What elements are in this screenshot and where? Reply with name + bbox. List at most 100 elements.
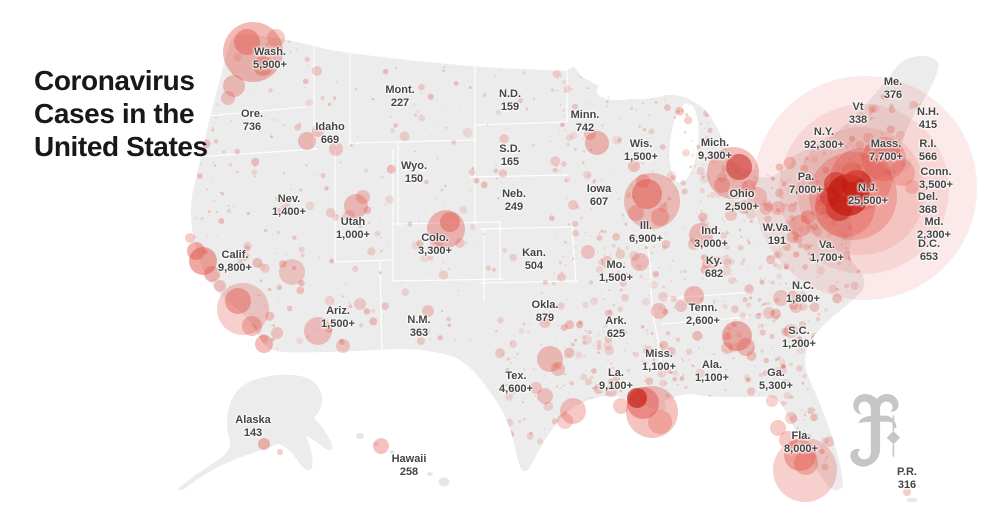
case-dot	[380, 249, 383, 253]
case-dot	[369, 317, 378, 326]
case-dot	[830, 220, 837, 227]
case-dot	[286, 305, 293, 312]
case-dot	[273, 118, 277, 122]
case-dot	[306, 64, 309, 67]
case-dot	[557, 77, 559, 80]
case-dot	[505, 127, 508, 130]
case-dot	[593, 384, 604, 395]
case-dot	[543, 428, 546, 431]
case-dot	[696, 212, 699, 214]
case-dot	[677, 92, 680, 95]
case-dot	[513, 356, 516, 358]
case-dot	[691, 364, 695, 368]
case-dot	[810, 244, 813, 247]
title-line-2: Cases in the	[34, 98, 195, 130]
case-dot	[760, 312, 762, 315]
case-dot	[641, 102, 645, 105]
case-dot	[803, 419, 806, 421]
case-dot	[885, 95, 887, 98]
case-dot	[758, 398, 766, 406]
case-dot	[593, 178, 597, 182]
case-dot	[589, 62, 592, 64]
case-dot	[662, 308, 669, 315]
case-dot	[669, 371, 672, 374]
case-dot	[808, 341, 817, 349]
case-dot	[789, 414, 798, 423]
case-dot	[704, 127, 706, 129]
case-dot	[805, 224, 815, 234]
case-dot	[719, 136, 721, 138]
case-dot	[808, 256, 815, 262]
case-dot	[813, 221, 816, 223]
case-dot	[394, 67, 398, 70]
case-dot	[434, 48, 444, 59]
case-dot	[517, 98, 523, 104]
case-dot	[733, 190, 737, 193]
case-dot	[590, 297, 599, 305]
case-dot	[251, 339, 256, 343]
case-cluster-bubble	[253, 56, 273, 76]
case-dot	[712, 415, 718, 420]
case-dot	[760, 229, 763, 231]
case-dot	[413, 103, 416, 106]
case-dot	[715, 106, 718, 110]
case-dot	[806, 353, 815, 361]
case-dot	[883, 164, 885, 166]
case-dot	[675, 106, 685, 116]
case-dot	[719, 103, 721, 106]
case-dot	[584, 329, 587, 332]
case-dot	[654, 337, 657, 340]
case-dot	[705, 156, 707, 159]
case-dot	[650, 351, 653, 353]
case-cluster-bubble	[784, 439, 816, 471]
case-dot	[502, 247, 508, 253]
case-dot	[884, 96, 889, 101]
case-dot	[191, 43, 201, 52]
case-cluster-bubble	[725, 209, 737, 221]
case-dot	[808, 181, 812, 185]
case-dot	[469, 338, 472, 341]
case-dot	[673, 430, 676, 432]
case-dot	[527, 66, 529, 69]
case-dot	[506, 357, 510, 361]
case-dot	[767, 301, 771, 306]
case-dot	[494, 75, 496, 77]
case-dot	[729, 208, 732, 210]
case-dot	[855, 140, 865, 150]
case-dot	[748, 289, 751, 292]
case-dot	[785, 180, 788, 183]
case-dot	[361, 91, 363, 93]
case-dot	[658, 306, 663, 311]
case-dot	[842, 300, 845, 303]
case-dot	[846, 125, 848, 127]
case-dot	[796, 427, 799, 430]
case-dot	[592, 180, 596, 184]
case-dot	[835, 287, 839, 291]
case-dot	[522, 71, 526, 75]
case-dot	[662, 55, 673, 65]
case-dot	[715, 239, 719, 242]
case-dot	[669, 370, 673, 375]
case-dot	[644, 379, 646, 382]
case-dot	[603, 326, 605, 328]
case-dot	[294, 124, 302, 131]
case-cluster-bubble	[530, 382, 542, 394]
case-dot	[803, 414, 806, 417]
case-dot	[794, 279, 801, 286]
case-dot	[747, 204, 749, 207]
case-dot	[700, 265, 710, 275]
case-dot	[206, 235, 208, 238]
case-dot	[644, 344, 647, 347]
case-dot	[583, 170, 592, 180]
case-dot	[787, 185, 795, 193]
case-dot	[643, 348, 649, 354]
case-dot	[332, 214, 339, 221]
case-dot	[835, 395, 843, 402]
case-dot	[664, 232, 667, 235]
case-dot	[852, 145, 855, 148]
case-clusters-layer	[185, 22, 977, 502]
case-dot	[518, 328, 525, 334]
case-dot	[723, 300, 725, 302]
case-dot	[774, 249, 783, 259]
case-dot	[760, 349, 764, 353]
